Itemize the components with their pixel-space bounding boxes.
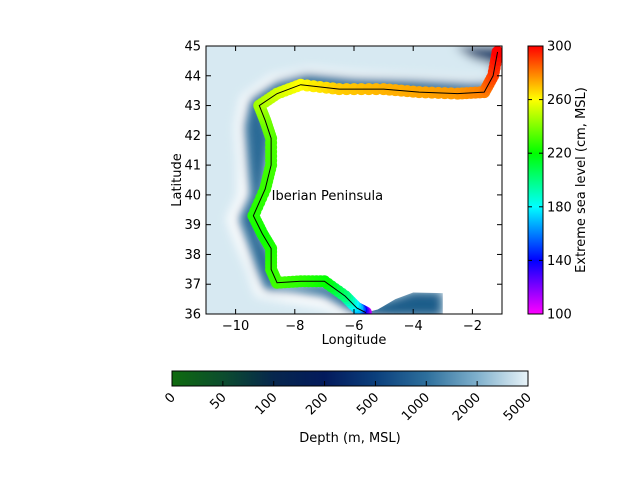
depth-tick-label: 100: [252, 390, 280, 418]
x-tick-label: −10: [222, 319, 249, 334]
sea-level-tick-label: 260: [547, 93, 572, 108]
y-tick-label: 45: [184, 40, 201, 55]
sea-level-tick-label: 100: [547, 308, 572, 323]
map-plot: [206, 46, 502, 314]
y-tick-label: 38: [184, 248, 201, 263]
sea-level-colorbar: 100 140 180 220 260 300 Extreme sea level (cm…: [527, 40, 589, 323]
coastline: [252, 51, 499, 313]
depth-tick-label: 1000: [399, 390, 433, 424]
y-tick-label: 39: [184, 218, 201, 233]
sea-level-tick-label: 300: [547, 40, 572, 55]
depth-colorbar-ticks: 0 50 100 200 500 1000 2000 5000: [162, 381, 535, 424]
y-tick-label: 40: [184, 188, 201, 203]
depth-colorbar-label: Depth (m, MSL): [299, 431, 401, 446]
sea-level-point: [491, 46, 502, 58]
y-tick-label: 44: [184, 69, 201, 84]
depth-tick-label: 5000: [501, 390, 535, 424]
y-tick-label: 37: [184, 278, 201, 293]
y-tick-label: 36: [184, 308, 201, 323]
coastline-layer: [247, 46, 502, 314]
depth-tick-label: 0: [162, 390, 178, 406]
bathymetry-shelf: [238, 46, 502, 314]
bathymetry-alboran: [374, 290, 443, 314]
x-tick-label: −8: [285, 319, 304, 334]
sea-level-colorbar-bar: [527, 45, 544, 315]
depth-colorbar: 0 50 100 200 500 1000 2000 5000 Depth (m, MSL): [162, 370, 535, 446]
bathymetry-layer: [206, 46, 502, 314]
y-tick-label: 41: [184, 159, 201, 174]
sea-level-colorbar-label: Extreme sea level (cm, MSL): [574, 87, 589, 273]
x-axis: −10 −8 −6 −4 −2: [222, 46, 482, 334]
land-mask: [253, 46, 502, 314]
sea-level-tick-label: 180: [547, 200, 572, 215]
y-axis: 36 37 38 39 40 41 42 43 44 45: [184, 40, 502, 323]
sea-level-tick-label: 140: [547, 254, 572, 269]
depth-tick-label: 50: [207, 390, 229, 412]
y-axis-label: Latitude: [170, 153, 185, 207]
y-tick-label: 43: [184, 99, 201, 114]
depth-colorbar-bar: [171, 370, 529, 387]
x-axis-label: Longitude: [322, 333, 387, 348]
x-tick-label: −6: [344, 319, 363, 334]
y-tick-label: 42: [184, 129, 201, 144]
depth-tick-label: 2000: [450, 390, 484, 424]
x-tick-label: −2: [463, 319, 482, 334]
depth-tick-label: 500: [354, 390, 382, 418]
sea-level-tick-label: 220: [547, 147, 572, 162]
sea-level-colorbar-ticks: 100 140 180 220 260 300: [528, 40, 572, 323]
region-annotation: Iberian Peninsula: [272, 189, 383, 204]
depth-tick-label: 200: [303, 390, 331, 418]
x-tick-label: −4: [404, 319, 423, 334]
bathymetry-deep: [206, 46, 502, 314]
